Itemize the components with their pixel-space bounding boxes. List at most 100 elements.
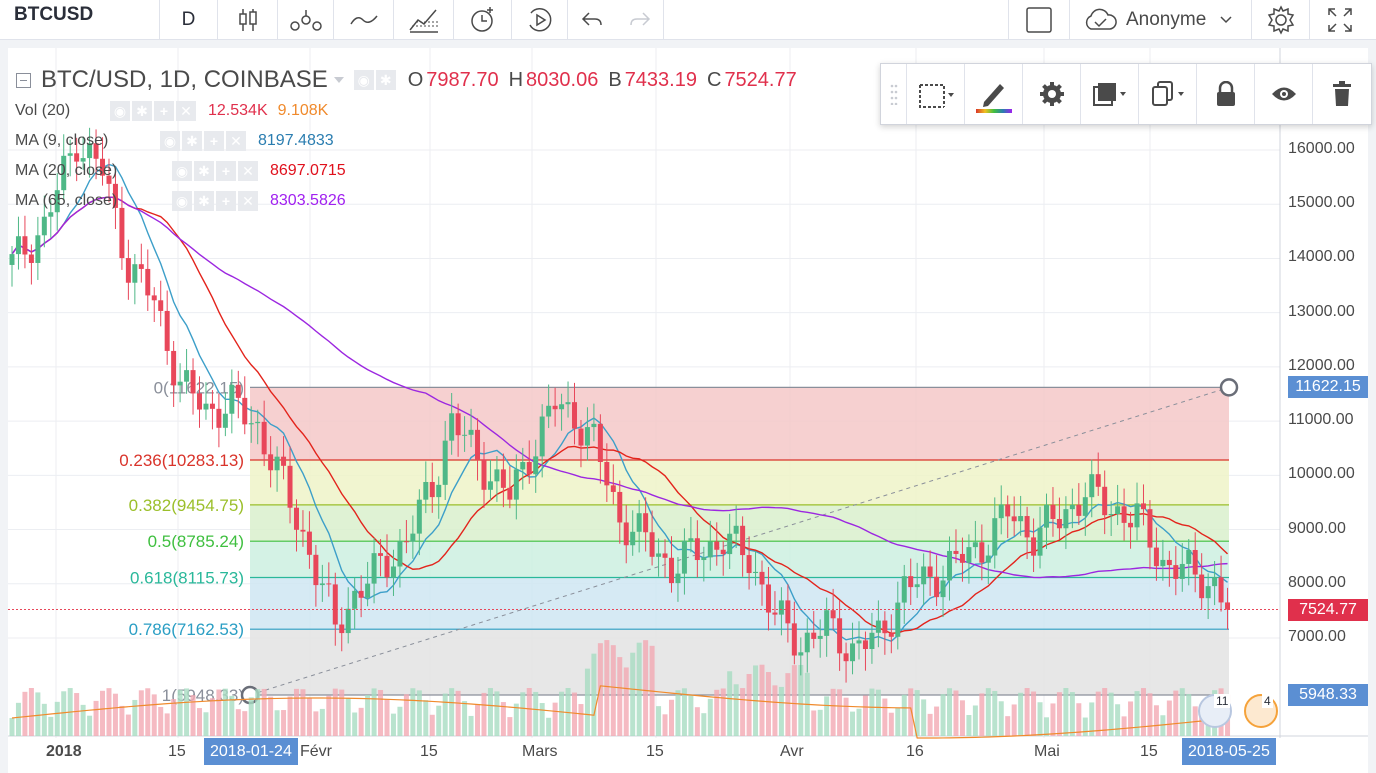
volume-bar: [1147, 693, 1153, 736]
eye-icon[interactable]: ◉: [172, 191, 192, 211]
economic-events-badge[interactable]: 11: [1198, 694, 1232, 728]
trash-icon[interactable]: [1313, 64, 1371, 124]
volume-bar: [22, 691, 28, 736]
volume-bar: [345, 698, 351, 736]
volume-bar: [1173, 690, 1179, 736]
candle: [882, 620, 888, 634]
candle: [869, 632, 875, 650]
candle: [584, 427, 590, 446]
candle: [837, 618, 843, 654]
volume-bar: [300, 689, 306, 736]
pencil-color-icon[interactable]: [965, 64, 1023, 124]
symbol-search[interactable]: BTCUSD: [0, 0, 160, 40]
price-chart[interactable]: 0(11622.15) 0.236(10283.13) 0.382(9454.75)…: [8, 48, 1368, 773]
volume-bar: [1069, 692, 1075, 736]
candle: [675, 573, 681, 584]
candle: [235, 384, 241, 398]
candle: [1179, 563, 1185, 579]
candle: [1121, 506, 1127, 523]
close-icon[interactable]: ✕: [226, 131, 246, 151]
alert-icon[interactable]: [454, 0, 512, 40]
candle: [753, 571, 759, 574]
plus-icon[interactable]: +: [204, 131, 224, 151]
plus-icon[interactable]: +: [154, 101, 174, 121]
volume-bar: [481, 692, 487, 736]
volume-bar: [1018, 692, 1024, 736]
volume-bar: [222, 688, 228, 736]
volume-bar: [281, 710, 287, 736]
volume-bar: [1005, 716, 1011, 736]
collapse-legend-icon[interactable]: [16, 72, 31, 88]
volume-bar: [313, 711, 319, 736]
eye-icon[interactable]: ◉: [353, 70, 374, 90]
chevron-down-icon[interactable]: [333, 77, 344, 83]
redo-icon[interactable]: [616, 0, 664, 40]
volume-bar: [494, 691, 500, 736]
candle: [28, 254, 34, 263]
lock-icon[interactable]: [1197, 64, 1255, 124]
layers-icon[interactable]: [1081, 64, 1139, 124]
candle: [643, 513, 649, 533]
volume-bar: [972, 705, 978, 736]
volume-bar: [992, 690, 998, 736]
volume-bar: [449, 688, 455, 736]
candle: [93, 143, 99, 159]
volume-bar: [1050, 703, 1056, 736]
gear-icon[interactable]: ✱: [375, 70, 396, 90]
gear-icon[interactable]: ✱: [194, 161, 214, 181]
indicator-name[interactable]: MA (9, close): [15, 132, 109, 149]
volume-bar: [365, 694, 371, 736]
templates-icon[interactable]: [394, 0, 454, 40]
undo-icon[interactable]: [568, 0, 616, 40]
candle: [985, 555, 991, 563]
candle: [1186, 550, 1192, 564]
candle: [714, 541, 720, 550]
candle: [41, 216, 47, 236]
gear-icon[interactable]: ✱: [182, 131, 202, 151]
interval-button[interactable]: D: [160, 0, 218, 40]
plus-icon[interactable]: +: [216, 191, 236, 211]
time-tick: 16: [906, 743, 924, 760]
candle: [914, 584, 920, 588]
candle: [1160, 559, 1166, 567]
settings-icon[interactable]: [1252, 0, 1310, 40]
square-icon[interactable]: [1008, 0, 1070, 40]
volume-bar: [791, 665, 797, 736]
eye-icon[interactable]: ◉: [110, 101, 130, 121]
close-icon[interactable]: ✕: [238, 161, 258, 181]
price-tick: 15000.00: [1288, 194, 1355, 212]
fullscreen-icon[interactable]: [1310, 0, 1370, 40]
user-menu[interactable]: Anonyme: [1070, 0, 1252, 40]
indicator-name[interactable]: MA (65, close): [15, 192, 118, 209]
eye-icon[interactable]: ◉: [172, 161, 192, 181]
time-tick: 15: [1140, 743, 1158, 760]
candle: [22, 236, 28, 255]
candles-icon[interactable]: [218, 0, 278, 40]
indicator-name[interactable]: MA (20, close): [15, 162, 118, 179]
gear-icon[interactable]: ✱: [132, 101, 152, 121]
eye-icon[interactable]: [1255, 64, 1313, 124]
close-icon[interactable]: ✕: [238, 191, 258, 211]
gear-icon[interactable]: [1023, 64, 1081, 124]
compare-icon[interactable]: [334, 0, 394, 40]
line-style-icon[interactable]: [907, 64, 965, 124]
replay-icon[interactable]: [512, 0, 568, 40]
indicator-name[interactable]: Vol (20): [15, 102, 71, 119]
candle: [875, 620, 881, 633]
plus-icon[interactable]: +: [216, 161, 236, 181]
ohlc-value: 8030.06: [526, 68, 599, 91]
price-tick: 16000.00: [1288, 140, 1355, 157]
candle: [1102, 486, 1108, 516]
drag-handle-icon[interactable]: [881, 64, 907, 124]
ohlc-label: B: [608, 68, 622, 91]
indicators-icon[interactable]: [278, 0, 334, 40]
close-icon[interactable]: ✕: [176, 101, 196, 121]
volume-bar: [216, 689, 222, 736]
candle: [604, 461, 610, 486]
candle: [436, 484, 442, 498]
clone-icon[interactable]: [1139, 64, 1197, 124]
volume-bar: [830, 688, 836, 736]
eye-icon[interactable]: ◉: [160, 131, 180, 151]
news-badge[interactable]: 4: [1244, 694, 1278, 728]
gear-icon[interactable]: ✱: [194, 191, 214, 211]
